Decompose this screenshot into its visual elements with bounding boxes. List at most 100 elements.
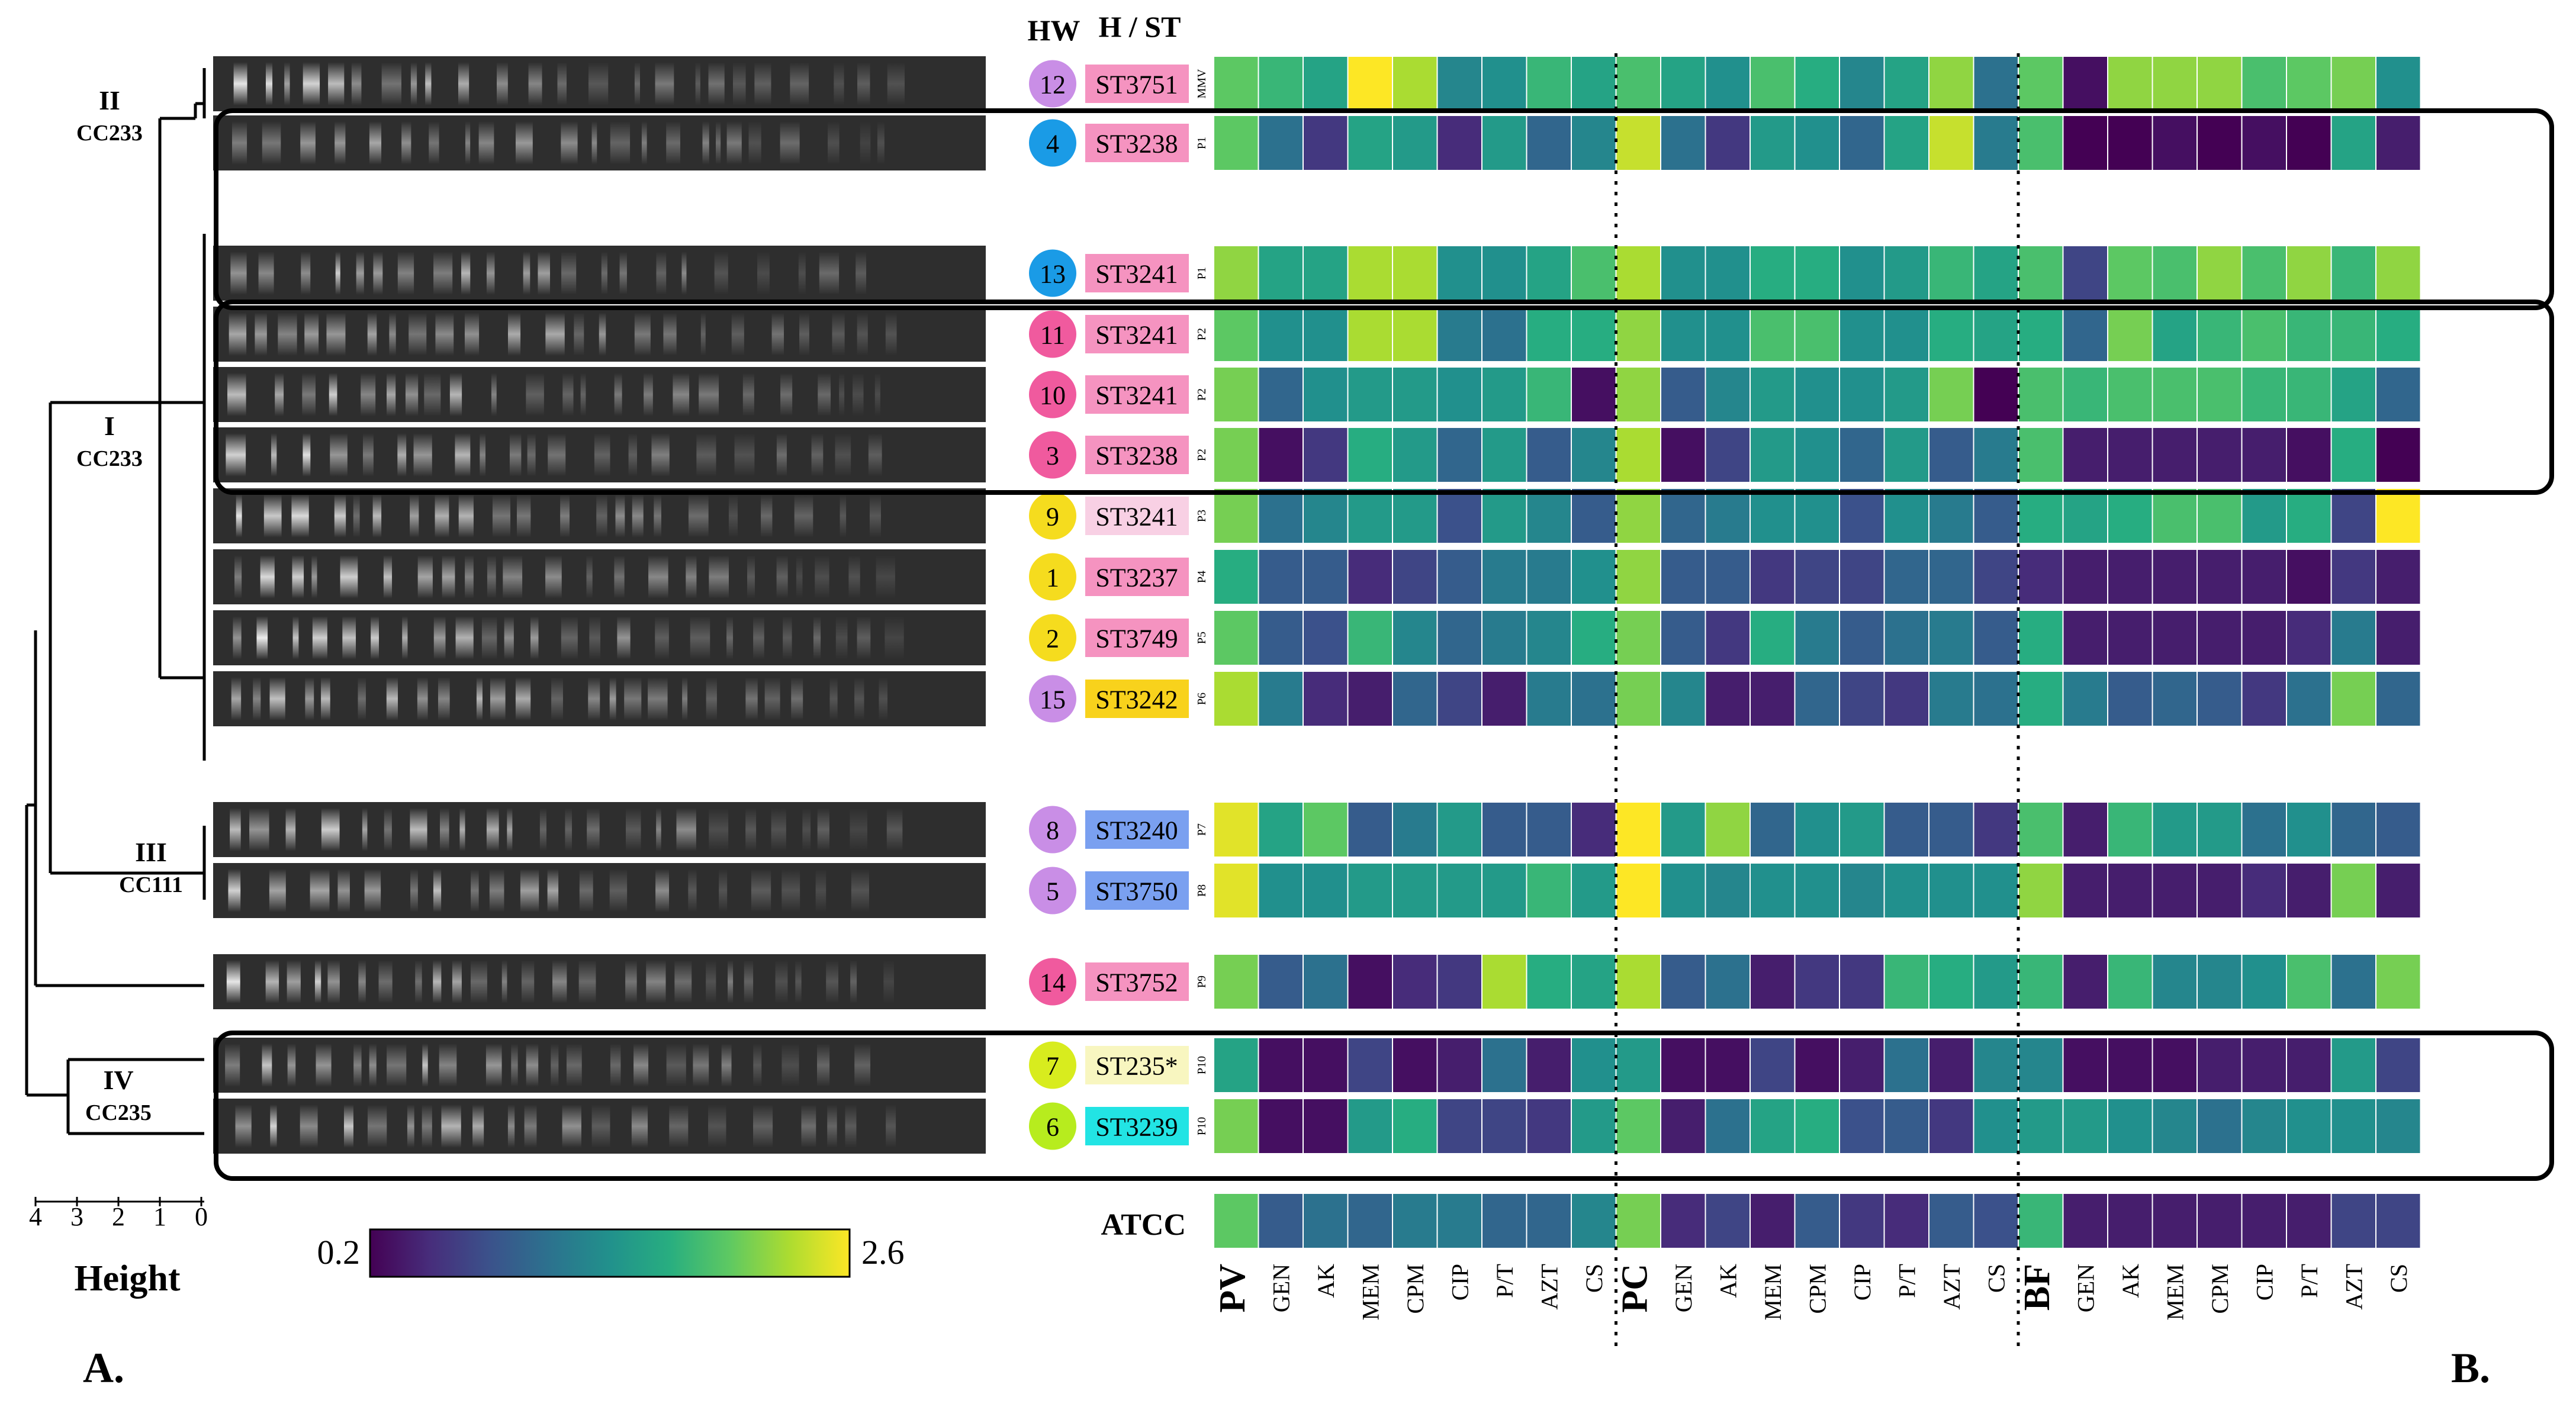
gel-band (524, 1105, 537, 1148)
gel-band (628, 433, 637, 476)
gel-band (708, 62, 725, 105)
gel-band (879, 677, 887, 720)
gel-band (574, 313, 584, 356)
gel-band (343, 1105, 353, 1148)
heatmap-row-12-cell-1 (1258, 954, 1304, 1010)
heatmap-row-2-cell-2 (1303, 245, 1349, 301)
gel-band (265, 62, 273, 105)
gel-band (706, 677, 717, 720)
gel-band (401, 121, 411, 165)
gel-lane-6 (213, 488, 986, 543)
heatmap-row-8-cell-14 (1839, 610, 1885, 666)
heatmap-row-4-cell-20 (2107, 366, 2153, 423)
heatmap-row-4-cell-24 (2286, 366, 2332, 423)
gel-band (334, 494, 346, 537)
heatmap-row-6-cell-12 (1750, 488, 1796, 544)
gel-band (782, 869, 800, 912)
profile-label: P10 (1195, 1056, 1208, 1074)
row-label-2: 13 ST3241 P1 (1029, 249, 1208, 297)
st-label: ST3238 (1095, 442, 1178, 471)
heatmap-row-13-cell-20 (2107, 1037, 2153, 1093)
heatmap-row-9-cell-7 (1526, 671, 1572, 727)
gel-band (300, 121, 316, 165)
heatmap-row-11-cell-10 (1660, 862, 1706, 919)
gel-band (688, 869, 697, 912)
x-axis-labels: PV GEN AK MEM CPM CIP P/T AZT CS PC GEN AK MEM CPM CIP… (1213, 1264, 2412, 1321)
gel-band (828, 121, 840, 165)
heatmap-atcc-cell-16 (1928, 1193, 1974, 1249)
heatmap-row-13-cell-8 (1571, 1037, 1617, 1093)
heatmap-atcc-cell-25 (2330, 1193, 2376, 1249)
heatmap-row-11-cell-23 (2241, 862, 2287, 919)
heatmap-row-9-cell-5 (1436, 671, 1482, 727)
gel-band (545, 313, 565, 356)
st-badge (1085, 254, 1189, 292)
gel-band (496, 62, 508, 105)
heatmap-row-7-cell-7 (1526, 549, 1572, 605)
heatmap-row-7-cell-4 (1392, 549, 1438, 605)
heatmap-row-12-cell-3 (1347, 954, 1393, 1010)
x-label-6: P/T (1491, 1264, 1518, 1298)
gel-band (869, 494, 881, 537)
heatmap-row-1-cell-20 (2107, 115, 2153, 171)
gel-band (686, 555, 697, 598)
gel-band (551, 1044, 559, 1087)
profile-label: P7 (1195, 823, 1208, 836)
heatmap-row-13-cell-22 (2196, 1037, 2243, 1093)
heatmap-row-3-cell-12 (1750, 306, 1796, 362)
heatmap-row-11-cell-12 (1750, 862, 1796, 919)
heatmap-row-2-cell-21 (2152, 245, 2198, 301)
st-label: ST3752 (1095, 968, 1178, 997)
heatmap-row-14-cell-1 (1258, 1098, 1304, 1154)
gel-band (511, 1044, 518, 1087)
gel-band (287, 1044, 296, 1087)
gel-band (316, 1044, 332, 1087)
gel-band (817, 808, 829, 851)
gel-band (874, 373, 880, 416)
heatmap-row-14-cell-13 (1794, 1098, 1840, 1154)
gel-band (516, 494, 531, 537)
heatmap-row-13-cell-24 (2286, 1037, 2332, 1093)
gel-band (271, 433, 277, 476)
heatmap-row-8-cell-25 (2330, 610, 2376, 666)
heatmap-row-14-cell-21 (2152, 1098, 2198, 1154)
heatmap-row-2-cell-10 (1660, 245, 1706, 301)
gel-band (303, 433, 311, 476)
gel-lane-10 (213, 802, 986, 857)
heatmap-row-4-cell-14 (1839, 366, 1885, 423)
colorbar (369, 1228, 851, 1278)
gel-band (486, 808, 499, 851)
gel-band (578, 960, 596, 1003)
x-label-22: CPM (2207, 1264, 2233, 1314)
gel-band (631, 1105, 648, 1148)
gel-lane-bg (213, 246, 986, 301)
gel-band (263, 494, 282, 537)
profile-label: P2 (1195, 449, 1208, 461)
st-badge (1085, 871, 1189, 910)
gel-band (587, 808, 600, 851)
heatmap-row-1-cell-18 (2018, 115, 2064, 171)
heatmap-row-9-cell-20 (2107, 671, 2153, 727)
gel-band (654, 494, 661, 537)
heatmap-row-12-cell-8 (1571, 954, 1617, 1010)
heatmap-row-5-cell-9 (1615, 427, 1661, 483)
heatmap-row-9-cell-17 (1973, 671, 2019, 727)
heatmap-atcc-cell-14 (1839, 1193, 1885, 1249)
heatmap-row-11-cell-11 (1705, 862, 1751, 919)
gel-band (470, 960, 487, 1003)
gel-band (860, 121, 871, 165)
gel-band (424, 373, 441, 416)
heatmap-row-13-cell-21 (2152, 1037, 2198, 1093)
gel-band (742, 373, 754, 416)
heatmap-atcc-cell-5 (1436, 1193, 1482, 1249)
heatmap-row-6-cell-13 (1794, 488, 1840, 544)
x-label-13: CPM (1804, 1264, 1831, 1314)
heatmap-row-6-cell-14 (1839, 488, 1885, 544)
gel-band (782, 1044, 799, 1087)
gel-lanes (213, 56, 986, 1154)
gel-band (745, 808, 757, 851)
profile-label: P9 (1195, 975, 1208, 988)
hw-number: 5 (1046, 877, 1059, 906)
heatmap-row-7-cell-20 (2107, 549, 2153, 605)
